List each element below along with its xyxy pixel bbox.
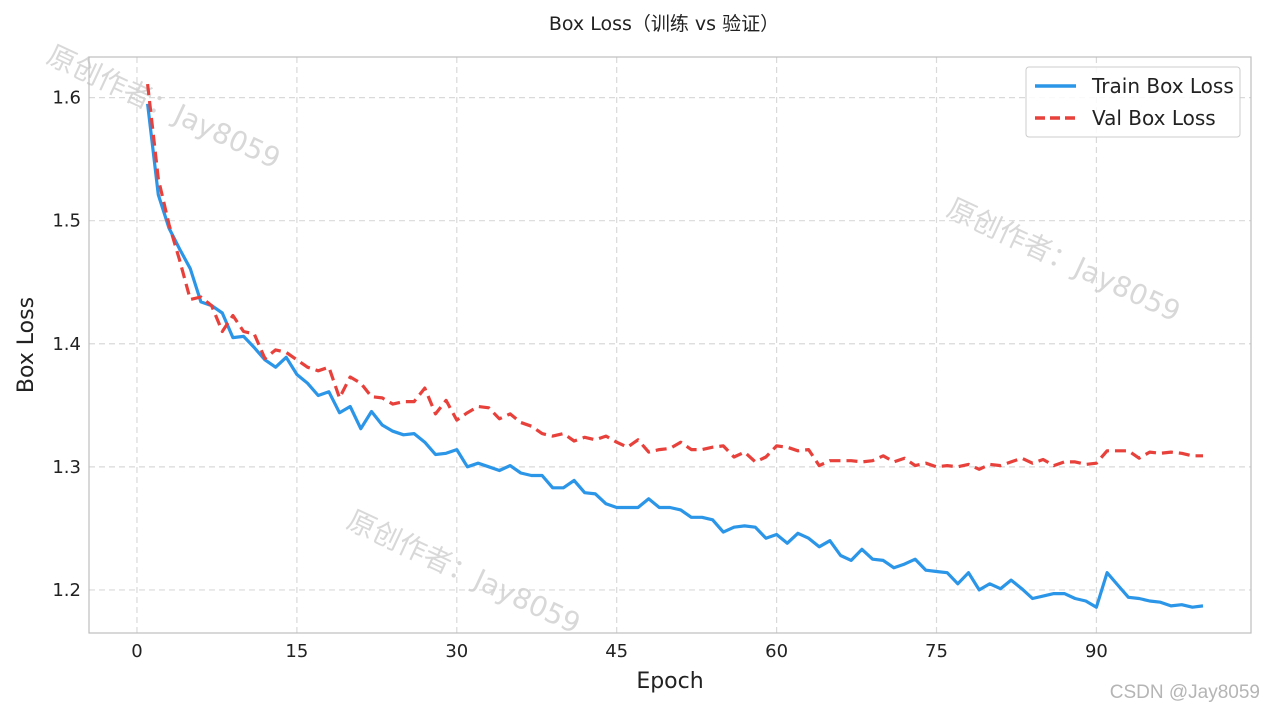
y-axis-label: Box Loss <box>14 297 39 393</box>
author-watermark: 原创作者：Jay8059 <box>342 503 585 640</box>
plot-frame <box>88 56 1252 634</box>
x-tick-label: 15 <box>285 641 308 662</box>
y-tick-label: 1.5 <box>52 211 81 232</box>
series-layer <box>146 83 1204 609</box>
x-tick-label: 75 <box>925 641 948 662</box>
legend-label-val: Val Box Loss <box>1092 106 1216 130</box>
x-tick-label: 30 <box>445 641 468 662</box>
y-tick-label: 1.2 <box>52 580 81 601</box>
legend-label-train: Train Box Loss <box>1091 74 1234 98</box>
x-tick-label: 0 <box>131 641 142 662</box>
y-tick-label: 1.4 <box>52 334 81 355</box>
y-tick-label: 1.6 <box>52 88 81 109</box>
ticks: 0 15 30 45 60 75 90 1.2 1.3 1.4 1.5 1.6 <box>52 88 1108 662</box>
x-tick-label: 60 <box>765 641 788 662</box>
val-box-loss-line <box>146 83 1203 471</box>
train-box-loss-line <box>146 103 1204 609</box>
author-watermark: 原创作者：Jay8059 <box>942 191 1185 328</box>
x-tick-label: 90 <box>1085 641 1108 662</box>
x-tick-label: 45 <box>605 641 628 662</box>
grid <box>89 57 1251 633</box>
legend-box <box>1025 66 1241 138</box>
x-axis-label: Epoch <box>636 669 703 694</box>
legend: Train Box Loss Val Box Loss <box>1025 66 1241 138</box>
csdn-watermark: CSDN @Jay8059 <box>1109 682 1260 703</box>
chart-title: Box Loss（训练 vs 验证） <box>549 13 779 35</box>
y-tick-label: 1.3 <box>52 457 81 478</box>
